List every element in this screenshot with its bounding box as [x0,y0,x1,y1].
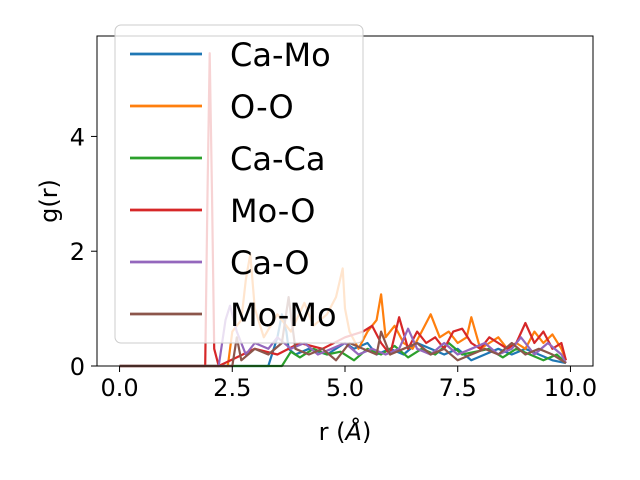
series-line-ca-o [119,304,567,368]
y-tick-label: 4 [70,123,85,151]
x-axis-label-unit: Å [344,417,362,446]
legend-items: Ca-Mo O-O Ca-Ca Mo-O Ca-O Mo-Mo [130,36,337,334]
legend-label-ca-ca: Ca-Ca [230,140,325,178]
x-tick-label: 0.0 [100,374,138,402]
x-axis-label-end: ) [362,418,371,446]
legend: Ca-Mo O-O Ca-Ca Mo-O Ca-O Mo-Mo [114,24,364,344]
legend-label-ca-o: Ca-O [230,244,310,282]
y-tick-label: 0 [70,353,85,381]
legend-box [114,24,364,344]
x-tick-label: 5.0 [326,374,364,402]
legend-label-mo-mo: Mo-Mo [230,296,337,334]
x-axis-label-text: r ( [319,418,346,446]
legend-label-ca-mo: Ca-Mo [230,36,331,74]
y-tick-label: 2 [70,238,85,266]
y-axis-label: g(r) [35,179,63,223]
y-axis: 0 2 4 [70,123,97,381]
x-axis-label: r (Å) [319,417,372,446]
x-axis: 0.0 2.5 5.0 7.5 10.0 [100,366,597,402]
x-tick-label: 2.5 [213,374,251,402]
legend-label-mo-o: Mo-O [230,192,315,230]
x-tick-label: 10.0 [544,374,597,402]
series-line-mo-mo [119,296,567,368]
legend-label-o-o: O-O [230,88,294,126]
x-tick-label: 7.5 [439,374,477,402]
